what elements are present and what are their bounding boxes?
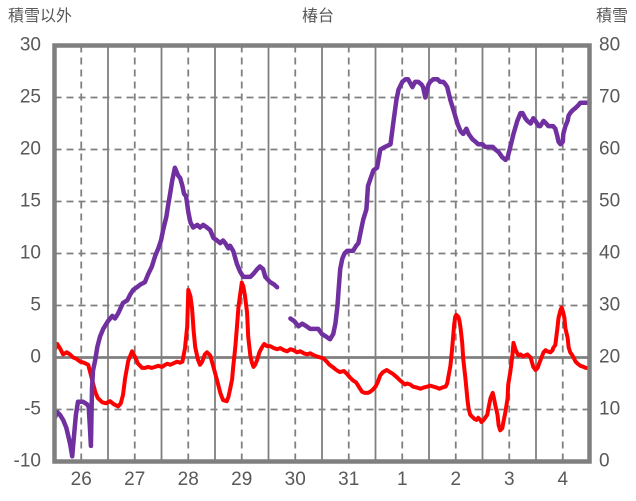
x-tick-label: 31 [338,469,359,490]
x-tick-label: 26 [71,469,92,490]
y-right-tick-label: 60 [599,139,620,160]
x-tick-label: 3 [504,469,515,490]
y-right-tick-label: 0 [599,451,610,472]
red-series-line [53,280,592,433]
y-right-tick-label: 10 [599,399,620,420]
y-left-tick-label: 15 [20,191,41,212]
y-right-tick-label: 50 [599,191,620,212]
y-right-tick-label: 80 [599,35,620,56]
x-tick-label: 28 [178,469,199,490]
y-right-tick-label: 70 [599,87,620,108]
x-tick-label: 27 [124,469,145,490]
plot-border [52,43,592,464]
y-right-tick-label: 30 [599,295,620,316]
x-tick-label: 2 [450,469,461,490]
x-tick-label: 29 [231,469,252,490]
y-left-tick-label: 20 [20,139,41,160]
y-left-tick-label: 30 [20,35,41,56]
y-left-tick-label: 0 [30,347,41,368]
x-tick-label: 1 [397,469,408,490]
y-left-tick-label: -10 [14,451,41,472]
y-right-tick-label: 40 [599,243,620,264]
x-tick-label: 4 [557,469,568,490]
y-left-tick-label: 10 [20,243,41,264]
y-left-tick-label: 25 [20,87,41,108]
y-left-tick-label: -5 [24,399,41,420]
y-right-tick-label: 20 [599,347,620,368]
right-axis-title: 積雪 [595,8,628,25]
purple-series-line [288,77,592,342]
x-tick-label: 30 [285,469,306,490]
y-left-tick-label: 5 [30,295,41,316]
purple-series-line [52,165,280,459]
chart-title: 椿台 [301,8,335,25]
left-axis-title: 積雪以外 [8,8,73,25]
